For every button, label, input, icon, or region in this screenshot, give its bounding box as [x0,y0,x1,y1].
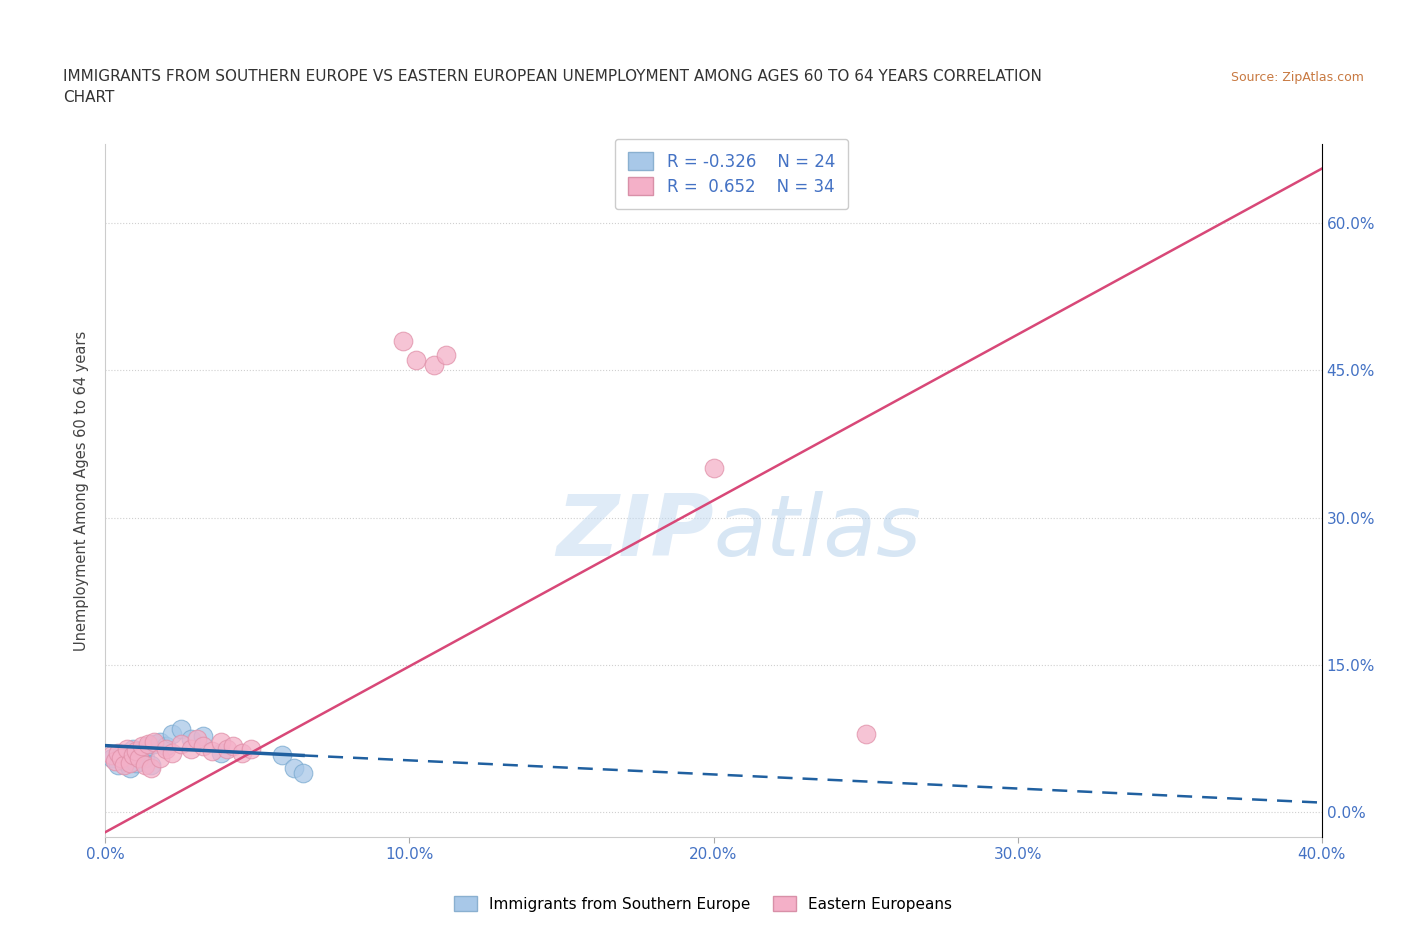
Point [201,744,224,759]
Point [222,738,245,753]
Point [107,758,129,773]
Point [139,761,162,776]
Y-axis label: Unemployment Among Ages 60 to 64 years: Unemployment Among Ages 60 to 64 years [75,330,90,651]
Point [170,737,193,751]
Point [131,744,153,759]
Point [162,726,184,741]
Point [170,722,193,737]
Point [191,738,214,753]
Point [121,748,143,763]
Legend: Immigrants from Southern Europe, Eastern Europeans: Immigrants from Southern Europe, Eastern… [447,889,959,918]
Point [283,761,305,776]
Point [186,731,208,746]
Point [134,751,156,765]
Point [149,734,172,749]
Point [136,738,159,753]
Point [155,738,177,753]
Point [392,333,415,348]
Point [136,737,159,751]
Point [112,754,135,769]
Point [405,352,427,367]
Point [240,741,263,756]
Point [110,748,132,763]
Point [103,754,125,769]
Point [115,741,138,756]
Point [118,761,141,776]
Text: atlas: atlas [713,491,921,574]
Point [100,748,122,763]
Point [115,746,138,761]
Point [125,756,148,771]
Point [107,746,129,761]
Legend: R = -0.326    N = 24, R =  0.652    N = 34: R = -0.326 N = 24, R = 0.652 N = 34 [614,139,848,209]
Point [270,748,292,763]
Point [143,734,166,749]
Point [128,751,150,765]
Point [231,746,253,761]
Point [125,744,148,759]
Point [143,737,166,751]
Text: Source: ZipAtlas.com: Source: ZipAtlas.com [1230,71,1364,84]
Point [155,741,177,756]
Point [121,741,143,756]
Point [434,348,457,363]
Point [100,751,122,765]
Point [292,765,315,780]
Point [128,748,150,763]
Point [110,751,132,765]
Point [180,731,202,746]
Text: ZIP: ZIP [555,491,713,574]
Point [191,728,214,743]
Point [162,746,184,761]
Point [855,726,877,741]
Point [139,758,162,773]
Text: IMMIGRANTS FROM SOUTHERN EUROPE VS EASTERN EUROPEAN UNEMPLOYMENT AMONG AGES 60 T: IMMIGRANTS FROM SOUTHERN EUROPE VS EASTE… [63,69,1042,84]
Point [423,358,446,373]
Point [217,741,239,756]
Point [112,758,135,773]
Point [209,734,232,749]
Point [134,758,156,773]
Point [180,741,202,756]
Point [209,746,232,761]
Point [702,461,725,476]
Point [118,756,141,771]
Text: CHART: CHART [63,90,115,105]
Point [149,751,172,765]
Point [131,738,153,753]
